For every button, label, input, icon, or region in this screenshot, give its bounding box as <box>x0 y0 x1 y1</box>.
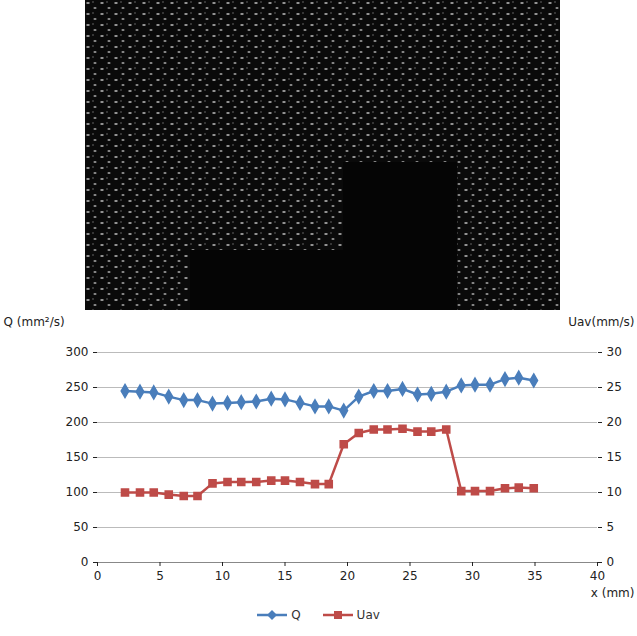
svg-text:15: 15 <box>277 569 292 583</box>
svg-text:5: 5 <box>607 520 615 534</box>
svg-text:100: 100 <box>66 485 89 499</box>
svg-text:Uav(mm/s): Uav(mm/s) <box>568 315 634 329</box>
svg-text:15: 15 <box>607 450 622 464</box>
svg-text:250: 250 <box>66 380 89 394</box>
svg-text:20: 20 <box>607 415 622 429</box>
svg-text:0: 0 <box>607 555 615 569</box>
svg-text:20: 20 <box>340 569 355 583</box>
svg-text:10: 10 <box>607 485 622 499</box>
html-text:Uav: Uav <box>356 608 380 622</box>
svg-text:30: 30 <box>607 345 622 359</box>
svg-text:25: 25 <box>607 380 622 394</box>
svg-text:25: 25 <box>402 569 417 583</box>
svg-text:35: 35 <box>527 569 542 583</box>
svg-text:0: 0 <box>94 569 102 583</box>
svg-text:x (mm): x (mm) <box>591 586 635 600</box>
svg-text:5: 5 <box>156 569 164 583</box>
svg-text:50: 50 <box>73 520 88 534</box>
svg-text:150: 150 <box>66 450 89 464</box>
svg-text:40: 40 <box>590 569 605 583</box>
svg-text:30: 30 <box>465 569 480 583</box>
svg-text:200: 200 <box>66 415 89 429</box>
svg-text:300: 300 <box>66 345 89 359</box>
svg-text:0: 0 <box>81 555 89 569</box>
html-text:Q: Q <box>291 608 301 622</box>
svg-text:10: 10 <box>215 569 230 583</box>
svg-text:Q (mm²/s): Q (mm²/s) <box>4 315 65 329</box>
